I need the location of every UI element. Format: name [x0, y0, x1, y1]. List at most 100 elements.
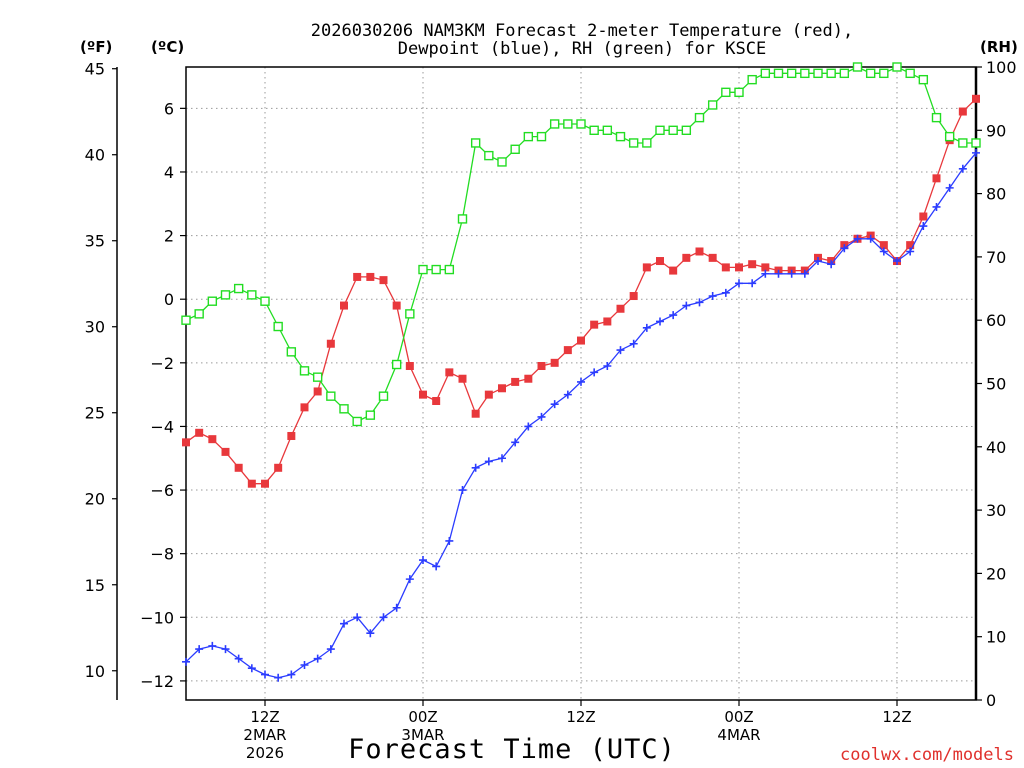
rh-point: [786, 68, 797, 79]
celsius-tick-label: −8: [150, 545, 174, 564]
dewpoint-point: [590, 368, 599, 377]
dewpoint-point: [893, 257, 901, 266]
rh-point: [760, 68, 771, 79]
dewpoint-point: [827, 260, 836, 269]
dewpoint-point: [550, 400, 559, 409]
dewpoint-point: [958, 164, 967, 173]
celsius-tick-label: 6: [164, 99, 174, 118]
dewpoint-point: [800, 269, 809, 278]
rh-point: [181, 315, 191, 325]
rh-point: [339, 404, 349, 414]
temperature-point: [695, 247, 704, 256]
temperature-point: [958, 107, 967, 116]
dewpoint-point: [603, 362, 612, 371]
temperature-point: [208, 435, 217, 444]
rh-point: [431, 264, 441, 275]
temperature-point: [274, 463, 283, 472]
temperature-point: [484, 390, 493, 399]
x-axis-label: Forecast Time (UTC): [348, 734, 676, 765]
temperature-point: [563, 346, 572, 355]
credit-text: coolwx.com/models: [840, 745, 1014, 765]
dewpoint-point: [195, 645, 204, 654]
rh-point: [536, 131, 547, 142]
rh-point: [457, 214, 468, 224]
temperature-point: [234, 463, 243, 472]
dewpoint-point: [524, 422, 533, 431]
rh-tick-label: 40: [986, 438, 1006, 457]
rh-point: [852, 62, 863, 72]
rh-tick-label: 10: [986, 628, 1006, 647]
rh-point: [299, 366, 310, 376]
rh-point: [444, 264, 455, 275]
rh-tick-label: 60: [986, 311, 1006, 330]
temperature-point: [221, 447, 230, 456]
rh-point: [628, 138, 639, 148]
rh-point: [668, 125, 678, 136]
series-dewpoint: [182, 148, 980, 682]
rh-point: [721, 87, 731, 98]
dewpoint-point: [774, 269, 783, 278]
rh-point: [747, 74, 757, 85]
rh-tick-label: 50: [986, 375, 1006, 394]
rh-tick-label: 90: [986, 121, 1006, 140]
dewpoint-point: [247, 664, 256, 673]
temperature-point: [247, 479, 256, 488]
rh-tick-label: 100: [986, 58, 1017, 77]
dewpoint-point: [721, 288, 730, 297]
temperature-point: [577, 336, 585, 345]
rh-tick-label: 0: [986, 691, 996, 710]
rh-point: [602, 125, 613, 136]
temperature-point: [498, 384, 506, 393]
rh-point: [655, 125, 665, 136]
temperature-point: [511, 377, 520, 386]
rh-point: [391, 359, 402, 370]
rh-point: [773, 68, 784, 79]
dewpoint-point: [735, 279, 743, 288]
dewpoint-point: [379, 613, 388, 622]
temperature-point: [300, 403, 309, 412]
x-tick-label: 3MAR: [401, 726, 444, 744]
temperature-point: [708, 253, 717, 262]
rh-tick-label: 30: [986, 501, 1006, 520]
rh-point: [813, 68, 823, 79]
dewpoint-point: [366, 629, 375, 638]
rh-point: [892, 62, 902, 72]
dewpoint-point: [866, 234, 875, 243]
dewpoint-point: [498, 454, 506, 463]
celsius-tick-label: −2: [150, 354, 174, 373]
fahrenheit-tick-label: 35: [85, 232, 105, 251]
dewpoint-point: [656, 317, 664, 326]
dewpoint-point: [787, 269, 796, 278]
temperature-point: [432, 396, 441, 405]
temperature-point: [340, 301, 348, 310]
rh-point: [681, 125, 692, 136]
temperature-point: [313, 387, 322, 396]
dewpoint-point: [972, 148, 980, 157]
x-tick-label: 2MAR: [243, 726, 286, 744]
fahrenheit-unit-label: (ºF): [80, 38, 112, 56]
celsius-tick-label: 0: [164, 290, 174, 309]
dewpoint-point: [445, 536, 454, 545]
temperature-point: [419, 390, 427, 399]
fahrenheit-tick-label: 30: [85, 318, 105, 337]
rh-point: [694, 112, 705, 123]
rh-point: [971, 138, 981, 148]
rh-point: [352, 416, 362, 427]
dewpoint-point: [432, 562, 441, 571]
x-tick-label: 12Z: [566, 708, 595, 726]
rh-point: [484, 150, 494, 161]
dewpoint-point: [669, 311, 678, 320]
rh-point: [510, 144, 520, 154]
dewpoint-point: [695, 298, 704, 307]
rh-point: [944, 131, 955, 142]
rh-point: [286, 347, 297, 357]
dewpoint-point: [708, 292, 717, 301]
celsius-unit-label: (ºC): [151, 38, 184, 56]
temperature-point: [261, 479, 269, 488]
x-tick-label: 00Z: [724, 708, 753, 726]
rh-point: [800, 68, 810, 79]
celsius-tick-label: 4: [164, 163, 174, 182]
dewpoint-point: [392, 603, 401, 612]
celsius-tick-label: −10: [140, 608, 174, 627]
